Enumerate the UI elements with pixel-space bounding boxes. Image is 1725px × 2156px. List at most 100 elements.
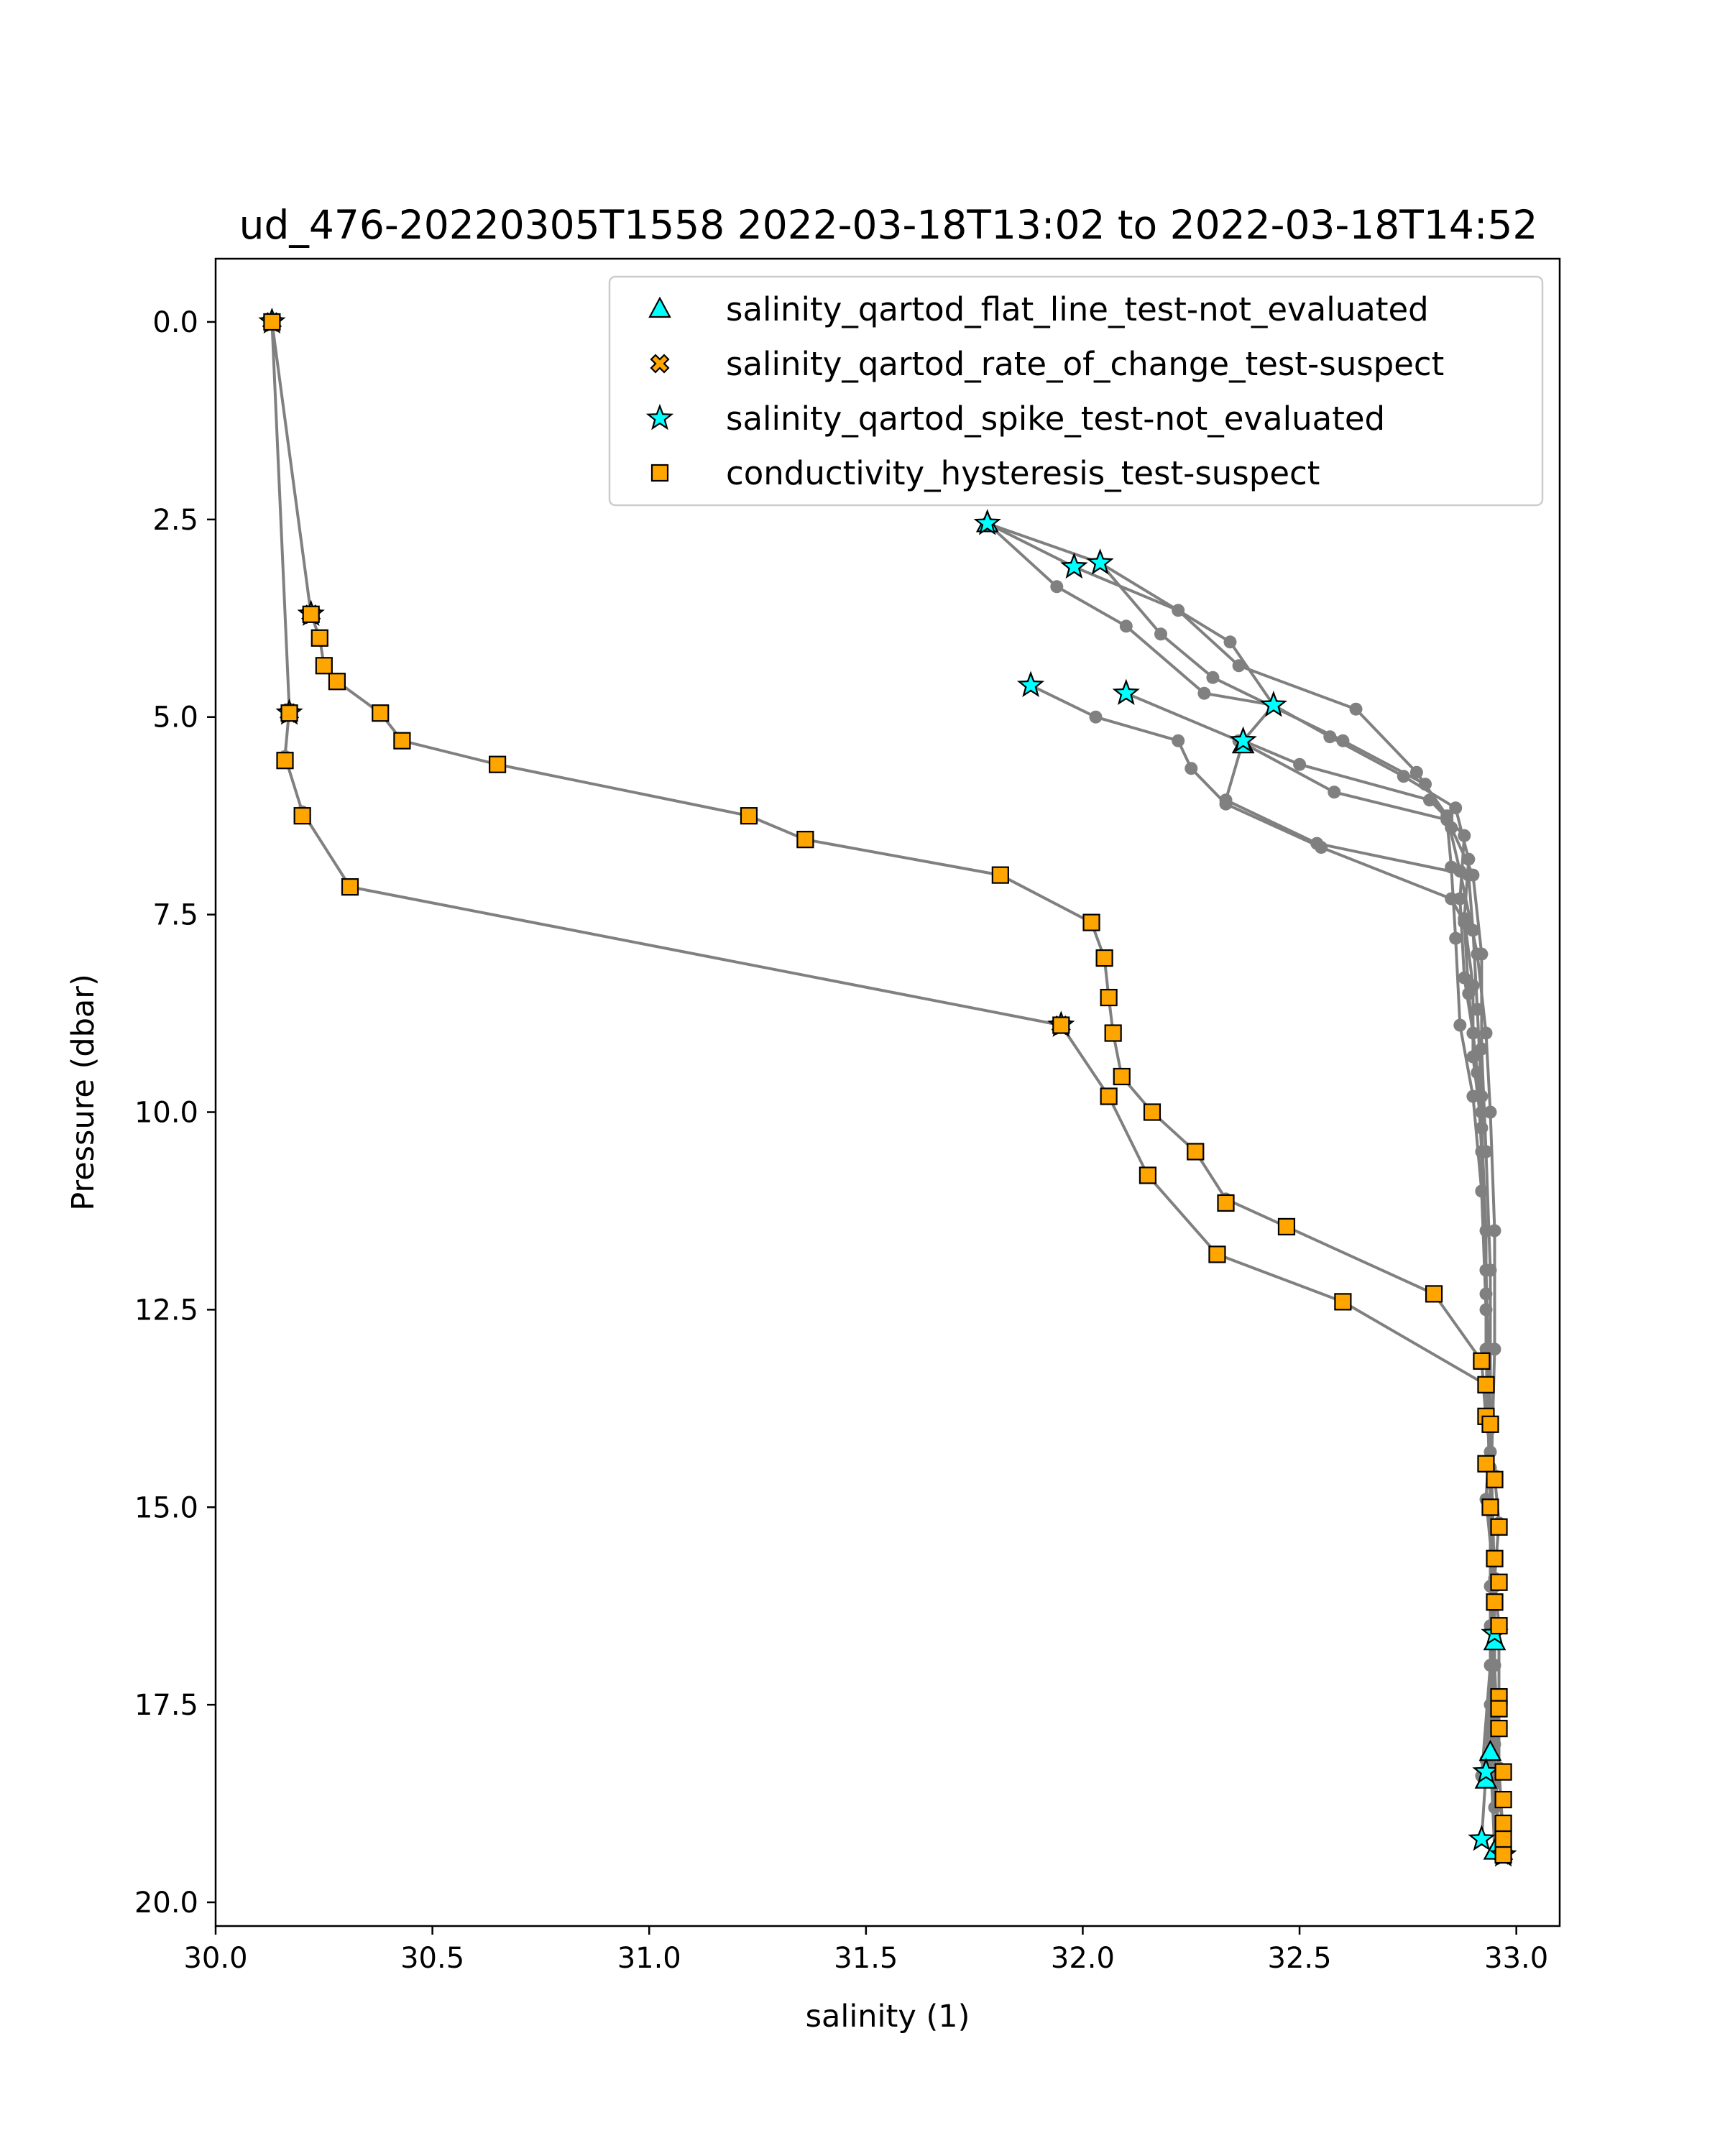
profile-point (1449, 801, 1463, 815)
profile-point (1328, 786, 1341, 799)
conductivity-hysteresis-test-suspect-marker (1334, 1293, 1352, 1311)
profile-point (1475, 1184, 1489, 1198)
y-axis-title: Pressure (dbar) (65, 974, 101, 1210)
conductivity-hysteresis-test-suspect-marker (341, 878, 359, 896)
y-tick-label: 5.0 (152, 701, 198, 734)
conductivity-hysteresis-test-suspect-marker (1187, 1143, 1205, 1161)
profile-point (1197, 686, 1211, 700)
legend-label: salinity_qartod_spike_test-not_evaluated (726, 400, 1385, 438)
profile-point (1466, 1026, 1480, 1040)
profile-point (1458, 829, 1471, 842)
salinity-qartod-spike-test-not-evaluated-marker (1086, 548, 1114, 575)
profile-point (1119, 619, 1133, 633)
conductivity-hysteresis-test-suspect-marker (1494, 1830, 1512, 1848)
plot-area (258, 307, 1517, 1867)
profile-line (986, 522, 1492, 1777)
profile-point (1419, 778, 1432, 791)
conductivity-hysteresis-test-suspect-marker (1138, 1166, 1157, 1184)
profile-point (1219, 793, 1233, 807)
profile-point (1479, 1026, 1493, 1040)
legend-label: conductivity_hysteresis_test-suspect (726, 454, 1320, 492)
conductivity-hysteresis-test-suspect-marker (328, 673, 346, 691)
conductivity-hysteresis-test-suspect-marker (1481, 1415, 1499, 1433)
x-tick-label: 32.5 (1268, 1942, 1332, 1975)
profile-point (1458, 916, 1471, 929)
profile-point (1440, 813, 1454, 826)
chart-title: ud_476-20220305T1558 2022-03-18T13:02 to… (239, 202, 1538, 248)
legend-marker (650, 354, 670, 374)
profile-point (1475, 947, 1489, 961)
profile-point (1475, 1105, 1489, 1119)
conductivity-hysteresis-test-suspect-marker (372, 704, 390, 722)
conductivity-hysteresis-test-suspect-marker (1052, 1016, 1070, 1034)
profile-point (1462, 852, 1476, 866)
profile-point (1462, 987, 1476, 1000)
x-tick-label: 32.0 (1051, 1942, 1115, 1975)
profile-point (1453, 1018, 1467, 1032)
conductivity-hysteresis-test-suspect-marker (796, 831, 814, 849)
conductivity-hysteresis-test-suspect-marker (488, 755, 507, 773)
conductivity-hysteresis-test-suspect-marker (1490, 1700, 1508, 1718)
y-tick-label: 7.5 (152, 899, 198, 932)
profile-point (1462, 868, 1476, 882)
profile-point (1336, 734, 1350, 747)
conductivity-hysteresis-test-suspect-marker (1104, 1024, 1122, 1042)
conductivity-hysteresis-test-suspect-marker (310, 629, 328, 647)
conductivity-hysteresis-test-suspect-marker (1486, 1593, 1504, 1611)
salinity-qartod-spike-test-not-evaluated-marker (1016, 671, 1045, 698)
profile-point (1223, 635, 1237, 649)
conductivity-hysteresis-test-suspect-marker (1082, 913, 1100, 931)
conductivity-hysteresis-test-suspect-marker (1473, 1352, 1491, 1370)
profile-point (1172, 734, 1185, 747)
conductivity-hysteresis-test-suspect-marker (1486, 1470, 1504, 1488)
conductivity-hysteresis-test-suspect-marker (991, 866, 1009, 884)
salinity-qartod-flat-line-test-not-evaluated-marker (1478, 1739, 1502, 1761)
profile-point (1184, 762, 1198, 775)
conductivity-hysteresis-test-suspect-marker (1481, 1498, 1499, 1516)
profile-point (1349, 702, 1363, 716)
y-tick-label: 12.5 (134, 1294, 198, 1327)
conductivity-hysteresis-test-suspect-marker (280, 704, 298, 722)
conductivity-hysteresis-test-suspect-marker (1477, 1455, 1495, 1473)
salinity-qartod-spike-test-not-evaluated-marker (1060, 552, 1088, 579)
conductivity-hysteresis-test-suspect-marker (315, 657, 333, 675)
conductivity-hysteresis-test-suspect-marker (263, 313, 281, 331)
conductivity-hysteresis-test-suspect-marker (1490, 1720, 1508, 1738)
conductivity-hysteresis-test-suspect-marker (1494, 1814, 1512, 1833)
profile-point (1423, 793, 1436, 807)
conductivity-hysteresis-test-suspect-marker (1113, 1067, 1131, 1086)
conductivity-hysteresis-test-suspect-marker (1494, 1790, 1512, 1809)
legend-label: salinity_qartod_rate_of_change_test-susp… (726, 345, 1444, 383)
y-tick-label: 10.0 (134, 1096, 198, 1129)
conductivity-hysteresis-test-suspect-marker (293, 807, 311, 825)
profile-point (1479, 1224, 1493, 1238)
conductivity-hysteresis-test-suspect-marker (1277, 1217, 1296, 1236)
profile-point (1293, 757, 1307, 771)
profile-point (1479, 1303, 1493, 1317)
conductivity-hysteresis-test-suspect-marker (1143, 1103, 1162, 1121)
conductivity-hysteresis-test-suspect-marker (276, 752, 294, 770)
profile-point (1445, 892, 1458, 906)
conductivity-hysteresis-test-suspect-marker (393, 732, 411, 750)
conductivity-hysteresis-test-suspect-marker (1095, 949, 1113, 967)
conductivity-hysteresis-test-suspect-marker (1100, 988, 1118, 1007)
profile-point (1475, 1042, 1489, 1056)
x-axis-title: salinity (1) (806, 1999, 970, 2035)
profile-point (1409, 765, 1423, 779)
conductivity-hysteresis-test-suspect-marker (1100, 1087, 1118, 1105)
conductivity-hysteresis-test-suspect-marker (1490, 1617, 1508, 1635)
conductivity-hysteresis-test-suspect-marker (1490, 1573, 1508, 1591)
conductivity-hysteresis-test-suspect-marker (302, 605, 320, 623)
y-tick-label: 2.5 (152, 504, 198, 537)
x-tick-label: 31.5 (834, 1942, 898, 1975)
profile-point (1484, 1659, 1497, 1672)
profile-point (1172, 604, 1185, 617)
x-tick-label: 33.0 (1484, 1942, 1548, 1975)
conductivity-hysteresis-test-suspect-marker (1208, 1245, 1226, 1263)
salinity-qartod-spike-test-not-evaluated-marker (1112, 678, 1140, 706)
axes: 30.0 30.5 31.0 31.5 32.0 32.5 33.0 0.0 2.5 5.0 7.5… (134, 306, 1548, 1975)
salinity-qartod-spike-test-not-evaluated-marker (973, 509, 1001, 535)
profile-point (1458, 971, 1471, 985)
profile-point (1154, 627, 1167, 641)
